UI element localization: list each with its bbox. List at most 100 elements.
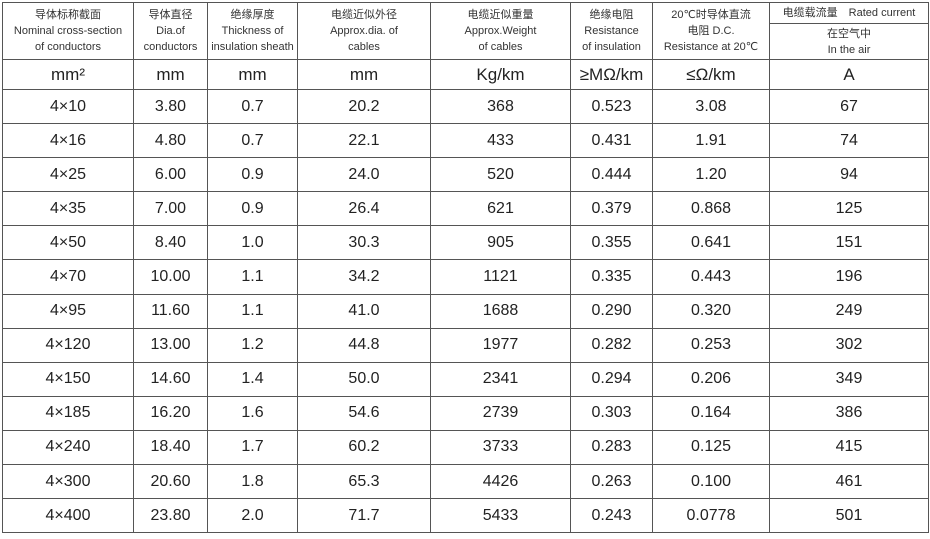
table-row: 4×95 11.60 1.1 41.0 1688 0.290 0.320 249 <box>2 293 929 329</box>
header-line: Dia.of <box>156 25 185 37</box>
table-row: 4×300 20.60 1.8 65.3 4426 0.263 0.100 461 <box>2 464 929 500</box>
table-cell: 24.0 <box>297 157 431 193</box>
table-cell: 1.91 <box>652 123 770 159</box>
table-cell: 1.6 <box>207 395 298 431</box>
table-cell: 349 <box>769 361 929 397</box>
column-header: 电缆近似外径 Approx.dia. of cables <box>297 2 431 60</box>
table-cell: 0.320 <box>652 293 770 329</box>
table-cell: 4×35 <box>2 191 134 227</box>
table-cell: 905 <box>430 225 571 261</box>
table-cell: 0.283 <box>570 429 653 466</box>
table-cell: 0.9 <box>207 157 298 193</box>
table-cell: 0.9 <box>207 191 298 227</box>
table-cell: 44.8 <box>297 327 431 363</box>
rated-current-header: 电缆载流量 Rated current <box>769 2 929 24</box>
table-cell: 4×300 <box>2 464 134 500</box>
table-cell: 520 <box>430 157 571 193</box>
table-row: 4×70 10.00 1.1 34.2 1121 0.335 0.443 196 <box>2 259 929 295</box>
table-cell: 3.80 <box>133 88 208 125</box>
table-cell: 41.0 <box>297 293 431 329</box>
table-cell: 4×185 <box>2 395 134 431</box>
table-cell: 196 <box>769 259 929 295</box>
unit-cell: ≥MΩ/km <box>570 59 653 90</box>
table-cell: 0.379 <box>570 191 653 227</box>
table-cell: 71.7 <box>297 498 431 534</box>
column-header: 导体直径 Dia.of conductors <box>133 2 208 60</box>
table-cell: 4×25 <box>2 157 134 193</box>
table-cell: 151 <box>769 225 929 261</box>
table-cell: 0.444 <box>570 157 653 193</box>
table-cell: 2341 <box>430 361 571 397</box>
header-line: Resistance <box>584 25 639 37</box>
table-row: 4×120 13.00 1.2 44.8 1977 0.282 0.253 302 <box>2 327 929 363</box>
column-header: 20℃时导体直流 电阻 D.C. Resistance at 20℃ <box>652 2 770 60</box>
table-cell: 461 <box>769 464 929 500</box>
table-cell: 3733 <box>430 429 571 466</box>
table-cell: 125 <box>769 191 929 227</box>
unit-cell: Kg/km <box>430 59 571 90</box>
header-line: of cables <box>478 41 523 53</box>
unit-cell: mm <box>297 59 431 90</box>
table-cell: 0.290 <box>570 293 653 329</box>
unit-cell: ≤Ω/km <box>652 59 770 90</box>
table-cell: 0.303 <box>570 395 653 431</box>
table-row: 4×16 4.80 0.7 22.1 433 0.431 1.91 74 <box>2 123 929 159</box>
table-cell: 386 <box>769 395 929 431</box>
table-cell: 0.641 <box>652 225 770 261</box>
table-cell: 4×400 <box>2 498 134 534</box>
table-cell: 54.6 <box>297 395 431 431</box>
header-line: 导体标称截面 <box>35 9 101 21</box>
table-row: 4×10 3.80 0.7 20.2 368 0.523 3.08 67 <box>2 88 929 125</box>
table-cell: 0.164 <box>652 395 770 431</box>
header-line: 绝缘厚度 <box>230 9 275 21</box>
table-cell: 1121 <box>430 259 571 295</box>
table-cell: 1977 <box>430 327 571 363</box>
table-cell: 501 <box>769 498 929 534</box>
table-cell: 4×50 <box>2 225 134 261</box>
table-cell: 0.125 <box>652 429 770 466</box>
column-header: 绝缘电阻 Resistance of insulation <box>570 2 653 60</box>
header-line: Nominal cross-section <box>13 25 123 37</box>
table-cell: 249 <box>769 293 929 329</box>
table-cell: 7.00 <box>133 191 208 227</box>
column-header: 导体标称截面 Nominal cross-section of conductors <box>2 2 134 60</box>
header-line: Approx.dia. of <box>330 25 398 37</box>
table-cell: 50.0 <box>297 361 431 397</box>
table-cell: 6.00 <box>133 157 208 193</box>
header-line: 电缆近似重量 <box>467 9 534 21</box>
table-cell: 0.868 <box>652 191 770 227</box>
table-cell: 3.08 <box>652 88 770 125</box>
table-cell: 8.40 <box>133 225 208 261</box>
table-cell: 0.243 <box>570 498 653 534</box>
table-cell: 0.431 <box>570 123 653 159</box>
table-cell: 4×10 <box>2 88 134 125</box>
table-cell: 13.00 <box>133 327 208 363</box>
table-cell: 14.60 <box>133 361 208 397</box>
table-cell: 94 <box>769 157 929 193</box>
header-line: Resistance at 20℃ <box>663 41 759 53</box>
table-cell: 4×120 <box>2 327 134 363</box>
header-line: insulation sheath <box>211 41 294 53</box>
table-cell: 34.2 <box>297 259 431 295</box>
table-cell: 10.00 <box>133 259 208 295</box>
table-cell: 433 <box>430 123 571 159</box>
table-cell: 2739 <box>430 395 571 431</box>
table-cell: 1.20 <box>652 157 770 193</box>
table-cell: 26.4 <box>297 191 431 227</box>
table-cell: 1.2 <box>207 327 298 363</box>
table-cell: 4×70 <box>2 259 134 295</box>
table-row: 4×25 6.00 0.9 24.0 520 0.444 1.20 94 <box>2 157 929 193</box>
table-cell: 2.0 <box>207 498 298 534</box>
table-cell: 67 <box>769 88 929 125</box>
table-cell: 0.282 <box>570 327 653 363</box>
table-cell: 30.3 <box>297 225 431 261</box>
column-header: 电缆近似重量 Approx.Weight of cables <box>430 2 571 60</box>
table-cell: 0.263 <box>570 464 653 500</box>
table-cell: 4×150 <box>2 361 134 397</box>
table-row: 4×185 16.20 1.6 54.6 2739 0.303 0.164 386 <box>2 395 929 431</box>
table-cell: 0.253 <box>652 327 770 363</box>
table-cell: 0.0778 <box>652 498 770 534</box>
table-cell: 5433 <box>430 498 571 534</box>
table-cell: 0.294 <box>570 361 653 397</box>
header-line: 电阻 D.C. <box>687 25 735 37</box>
